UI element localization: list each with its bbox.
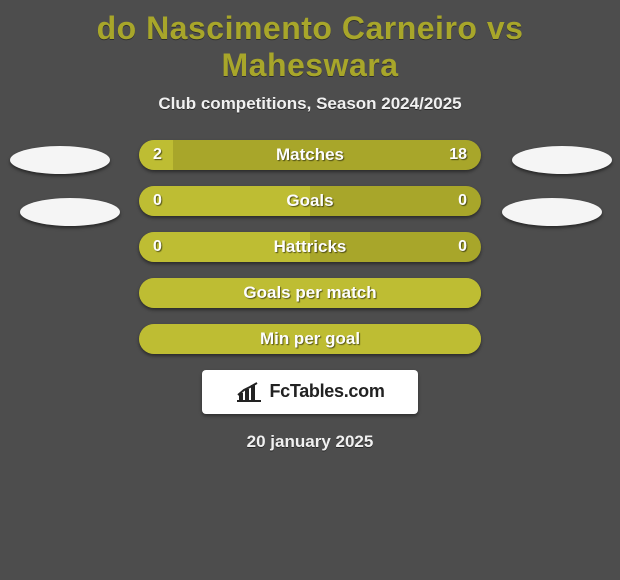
date-text: 20 january 2025 <box>0 432 620 452</box>
stat-left-value: 0 <box>139 186 176 216</box>
stat-bar: 00Hattricks <box>139 232 481 262</box>
source-logo: FcTables.com <box>202 370 418 414</box>
stat-bar: 2 18Matches <box>139 140 481 170</box>
subtitle: Club competitions, Season 2024/2025 <box>0 94 620 114</box>
stat-right-value: 0 <box>444 186 481 216</box>
bar-chart-icon <box>235 381 263 403</box>
stat-bar-fill <box>139 278 481 308</box>
stat-left-value: 2 <box>139 140 176 170</box>
stat-right-value: 18 <box>435 140 481 170</box>
stat-left-value: 0 <box>139 232 176 262</box>
comparison-card: do Nascimento Carneiro vs Maheswara Club… <box>0 0 620 580</box>
stat-bar-fill <box>139 324 481 354</box>
page-title: do Nascimento Carneiro vs Maheswara <box>10 10 610 84</box>
source-logo-text: FcTables.com <box>269 381 384 402</box>
chart-area: 218Matches00Goals00HattricksGoals per ma… <box>0 140 620 354</box>
player-right-flag-2 <box>502 198 602 226</box>
player-left-flag-2 <box>20 198 120 226</box>
bars-container: 218Matches00Goals00HattricksGoals per ma… <box>139 140 481 354</box>
player-left-flag-1 <box>10 146 110 174</box>
stat-right-value: 0 <box>444 232 481 262</box>
player-right-flag-1 <box>512 146 612 174</box>
stat-label: Matches <box>139 140 481 170</box>
stat-bar: Goals per match <box>139 278 481 308</box>
stat-bar: Min per goal <box>139 324 481 354</box>
stat-bar: 00Goals <box>139 186 481 216</box>
